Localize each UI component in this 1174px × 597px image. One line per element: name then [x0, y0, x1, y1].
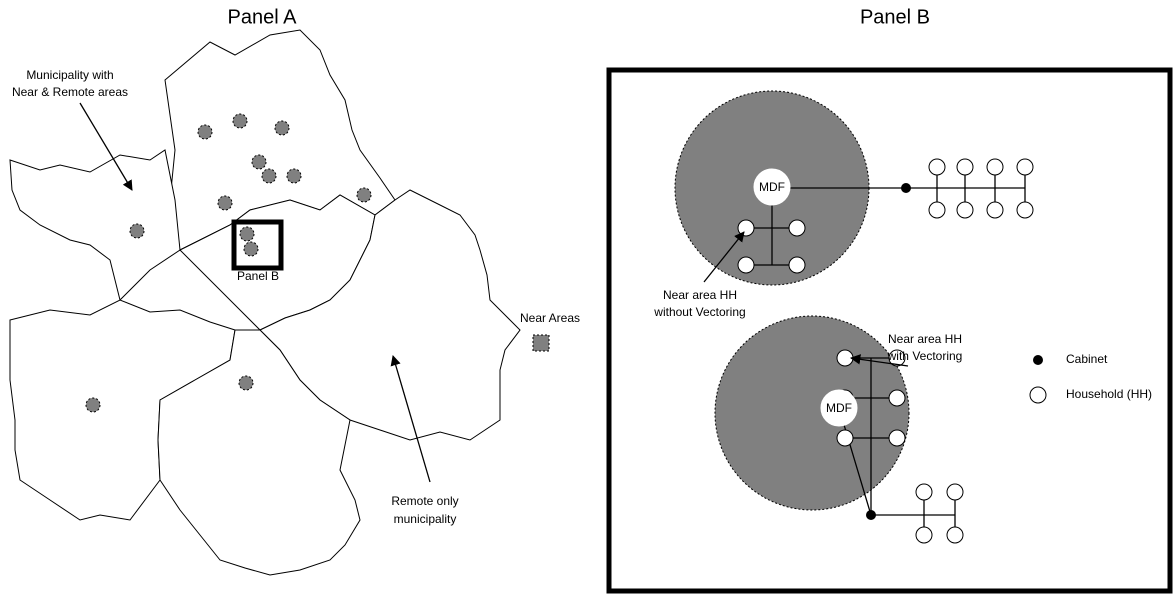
annotation: with Vectoring	[887, 349, 963, 363]
panel-title: Panel A	[228, 6, 298, 28]
cabinet	[866, 510, 876, 520]
annotation: municipality	[394, 512, 457, 526]
household	[1016, 201, 1034, 219]
arrow	[390, 355, 431, 483]
near-area	[238, 375, 254, 391]
annotation: Near area HH	[888, 332, 962, 346]
panel-a: Panel A Panel B Municipality with Near &…	[9, 6, 580, 576]
arrow	[79, 102, 133, 191]
near-area	[286, 168, 302, 184]
near-area	[232, 113, 248, 129]
annotation: without Vectoring	[653, 305, 745, 319]
legend-label: Near Areas	[520, 311, 580, 325]
near-area	[261, 168, 277, 184]
near-area	[85, 397, 101, 413]
near-area	[251, 154, 267, 170]
near-area	[197, 124, 213, 140]
arrow	[849, 354, 909, 367]
household	[888, 349, 906, 367]
arrow	[703, 231, 745, 283]
household	[928, 201, 946, 219]
mdf-label: MDF	[826, 401, 852, 415]
household	[737, 256, 755, 274]
legend-label: Household (HH)	[1066, 387, 1152, 401]
household	[836, 349, 854, 367]
household	[1016, 158, 1034, 176]
legend-household	[1029, 386, 1047, 404]
cabinet	[901, 183, 911, 193]
household	[946, 526, 964, 544]
near-area	[217, 195, 233, 211]
mdf	[820, 389, 858, 427]
mdf	[753, 168, 791, 206]
household	[888, 389, 906, 407]
near-area	[356, 187, 372, 203]
annotation: Remote only	[391, 494, 458, 508]
municipality	[259, 189, 521, 441]
near-area	[274, 120, 290, 136]
near-area	[243, 241, 259, 257]
municipality	[9, 149, 181, 301]
household	[788, 219, 806, 237]
household	[836, 429, 854, 447]
annotation: Near & Remote areas	[12, 85, 128, 99]
annotation: Municipality with	[26, 68, 113, 82]
household	[915, 483, 933, 501]
legend-label: Cabinet	[1066, 352, 1108, 366]
household	[986, 201, 1004, 219]
near-areas	[85, 113, 372, 413]
household	[956, 158, 974, 176]
panel-title: Panel B	[860, 6, 930, 28]
household	[788, 256, 806, 274]
panel-b: Panel B	[606, 6, 1173, 594]
household	[915, 526, 933, 544]
mdf-label: MDF	[759, 180, 785, 194]
household	[956, 201, 974, 219]
legend-cabinet	[1033, 355, 1043, 365]
panel-b-inset	[231, 219, 284, 271]
household	[946, 483, 964, 501]
annotation: Near area HH	[663, 288, 737, 302]
near-area	[129, 223, 145, 239]
legend-swatch	[532, 334, 550, 352]
inset-label: Panel B	[237, 269, 279, 283]
cable	[838, 407, 872, 516]
household	[737, 219, 755, 237]
household	[986, 158, 1004, 176]
municipality	[157, 329, 361, 576]
household	[928, 158, 946, 176]
household	[888, 429, 906, 447]
near-area	[714, 315, 910, 511]
near-area	[239, 226, 255, 242]
